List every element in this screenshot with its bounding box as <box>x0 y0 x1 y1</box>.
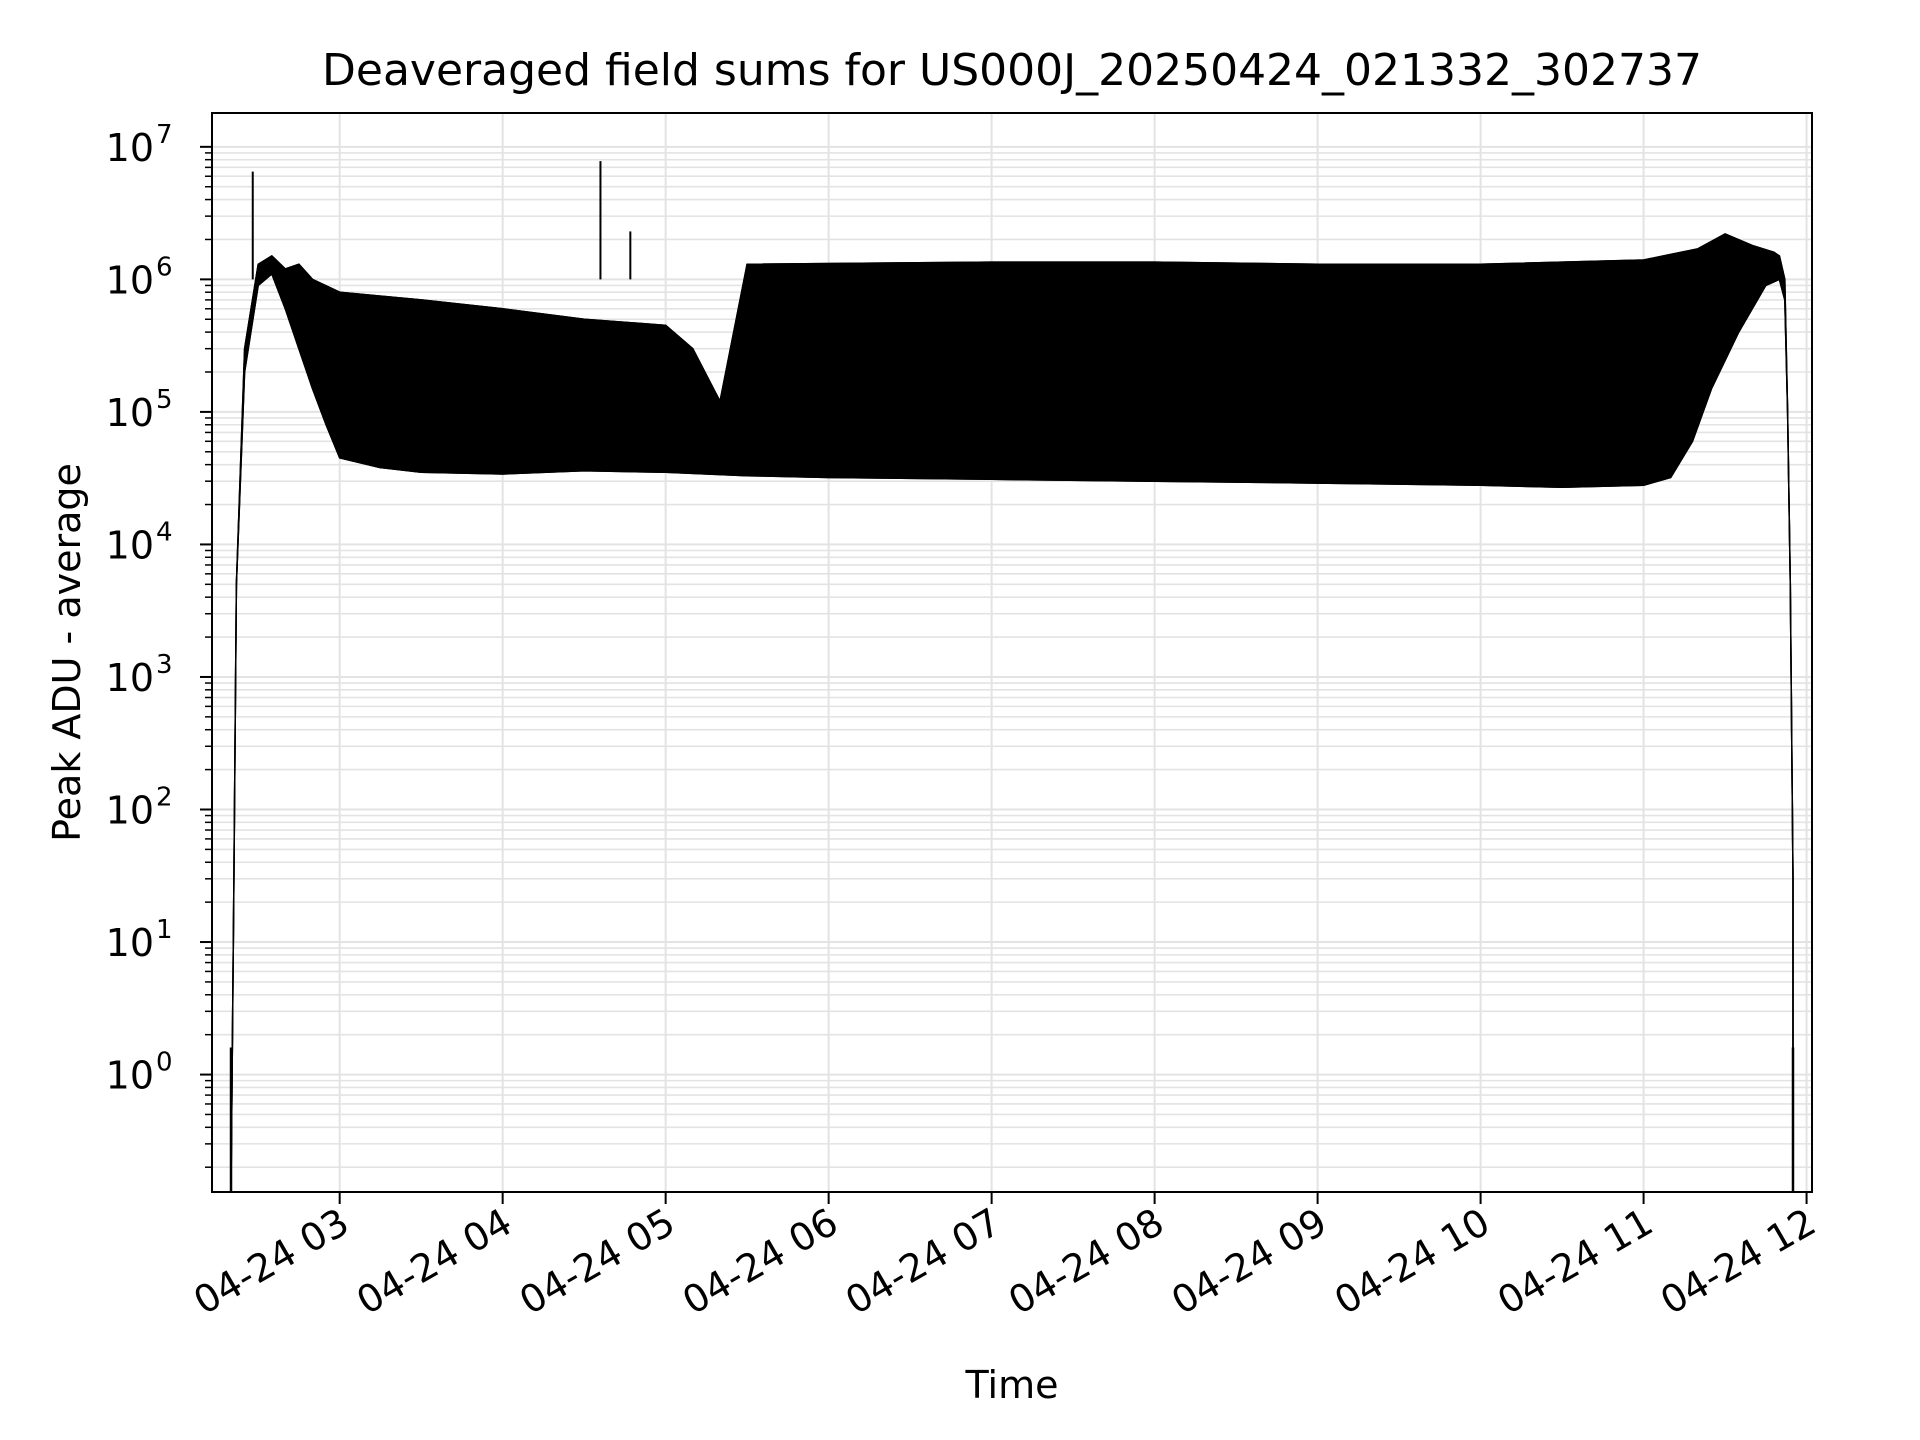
y-tick-label: 10 <box>106 789 154 833</box>
x-tick-label: 04-24 07 <box>838 1200 1008 1324</box>
data-line-upper <box>230 233 1794 1193</box>
y-tick-exponent: 3 <box>156 650 173 680</box>
y-tick-exponent: 0 <box>156 1048 173 1078</box>
x-tick-label: 04-24 08 <box>1001 1200 1171 1324</box>
x-tick-label: 04-24 04 <box>349 1200 519 1324</box>
y-tick-label: 10 <box>106 656 154 700</box>
data-band <box>230 233 1794 1193</box>
y-tick-label: 10 <box>106 1054 154 1098</box>
y-tick-exponent: 6 <box>156 252 173 282</box>
x-tick-label: 04-24 03 <box>186 1200 356 1324</box>
chart-title: Deaveraged field sums for US000J_2025042… <box>322 45 1702 96</box>
y-tick-exponent: 5 <box>156 385 173 415</box>
x-tick-label: 04-24 11 <box>1490 1200 1660 1324</box>
y-tick-label: 10 <box>106 921 154 965</box>
grid-lines <box>212 113 1812 1192</box>
x-tick-label: 04-24 12 <box>1653 1200 1823 1324</box>
y-tick-label: 10 <box>106 391 154 435</box>
plot-frame <box>211 112 1813 1193</box>
x-tick-label: 04-24 09 <box>1164 1200 1334 1324</box>
y-tick-label: 10 <box>106 523 154 567</box>
x-axis-label: Time <box>965 1363 1059 1407</box>
y-tick-exponent: 2 <box>156 783 173 813</box>
y-tick-exponent: 4 <box>156 517 173 547</box>
x-tick-label: 04-24 06 <box>675 1200 845 1324</box>
y-tick-label: 10 <box>106 126 154 170</box>
y-axis-label: Peak ADU - average <box>45 463 89 842</box>
y-tick-exponent: 1 <box>156 915 173 945</box>
y-tick-label: 10 <box>106 258 154 302</box>
x-tick-label: 04-24 05 <box>512 1200 682 1324</box>
data-line-lower <box>230 272 1794 1193</box>
x-tick-label: 04-24 10 <box>1327 1200 1497 1324</box>
y-tick-exponent: 7 <box>156 120 173 150</box>
data-series <box>229 161 1795 1193</box>
